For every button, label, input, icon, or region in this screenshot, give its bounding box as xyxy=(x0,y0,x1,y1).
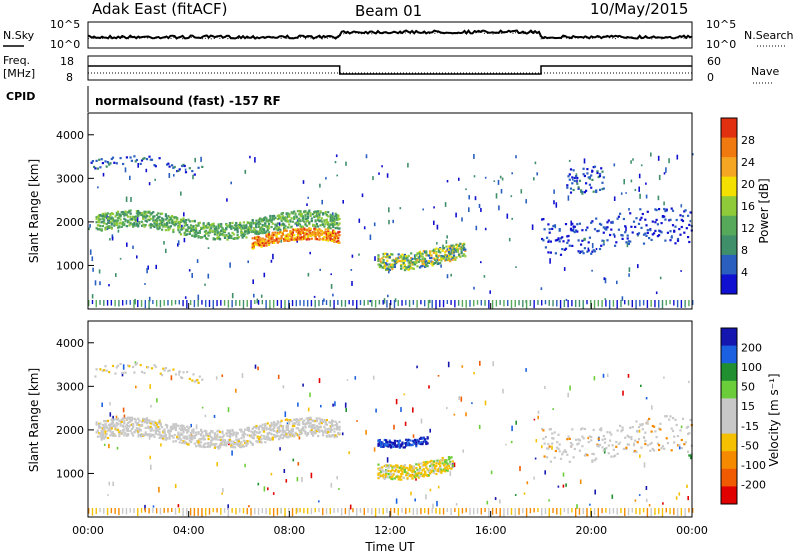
power-ylabel: Slant Range [km] xyxy=(27,159,41,263)
cpid-label: CPID xyxy=(6,90,35,103)
colorbar-swatch xyxy=(721,451,737,470)
colorbar-swatch xyxy=(721,118,737,139)
x-tick-label: 16:00 xyxy=(475,524,507,537)
x-axis-label: Time UT xyxy=(364,540,415,554)
freq-panel: Freq. [MHz] 18 8 60 0 Nave xyxy=(3,54,779,84)
velocity-data-layer xyxy=(88,360,694,517)
cpid-text: normalsound (fast) -157 RF xyxy=(95,94,281,108)
colorbar-tick: 100 xyxy=(741,361,762,374)
power-panel: 1000 2000 3000 4000 Slant Range [km] xyxy=(27,112,694,310)
time-x-axis: 00:00 04:00 08:00 12:00 16:00 20:00 00:00 xyxy=(72,303,708,537)
velocity-panel: 1000 2000 3000 4000 Slant Range [km] xyxy=(27,320,694,518)
velocity-colorbar-label: Velocity [m s⁻¹] xyxy=(767,373,781,466)
colorbar-swatch xyxy=(721,254,737,275)
power-data-layer xyxy=(88,152,694,309)
freq-tick-low: 8 xyxy=(66,71,73,84)
n-search-series xyxy=(87,31,693,40)
nave-tick-high: 60 xyxy=(707,55,721,68)
power-colorbar: 28 24 20 16 12 8 4 xyxy=(720,117,755,295)
x-tick-label: 00:00 xyxy=(72,524,104,537)
velocity-y-axis: 1000 2000 3000 4000 xyxy=(56,337,94,480)
y-tick-label: 3000 xyxy=(56,172,84,185)
y-tick-label: 2000 xyxy=(56,216,84,229)
colorbar-swatch xyxy=(721,486,737,505)
colorbar-tick: 50 xyxy=(741,381,755,394)
colorbar-swatch xyxy=(721,274,737,295)
noise-panel: N.Sky 10^5 10^0 N.Search 10^5 10^0 xyxy=(3,18,794,51)
colorbar-swatch xyxy=(721,176,737,197)
colorbar-tick: 200 xyxy=(741,342,762,355)
y-tick-label: 1000 xyxy=(56,259,84,272)
colorbar-tick: -15 xyxy=(741,420,759,433)
colorbar-swatch xyxy=(721,468,737,487)
colorbar-tick: 8 xyxy=(741,244,748,257)
velocity-ylabel: Slant Range [km] xyxy=(27,368,41,472)
beam-title: Beam 01 xyxy=(355,2,422,20)
colorbar-swatch xyxy=(721,398,737,417)
frequency-series xyxy=(88,65,692,75)
y-tick-label: 4000 xyxy=(56,129,84,142)
colorbar-swatch xyxy=(721,157,737,178)
colorbar-tick: -50 xyxy=(741,439,759,452)
y-tick-label: 1000 xyxy=(56,467,84,480)
x-tick-label: 12:00 xyxy=(374,524,406,537)
freq-tick-high: 18 xyxy=(60,55,74,68)
colorbar-tick: 15 xyxy=(741,400,755,413)
colorbar-tick: -100 xyxy=(741,459,766,472)
nave-tick-low: 0 xyxy=(707,71,714,84)
colorbar-swatch xyxy=(721,328,737,347)
colorbar-swatch xyxy=(721,433,737,452)
colorbar-tick: 20 xyxy=(741,178,755,191)
x-tick-label: 00:00 xyxy=(676,524,708,537)
power-colorbar-label: Power [dB] xyxy=(757,178,771,243)
power-y-axis: 1000 2000 3000 4000 xyxy=(56,129,94,272)
colorbar-tick: 4 xyxy=(741,266,748,279)
velocity-colorbar: 200 100 50 15 -15 -50 -100 -200 xyxy=(720,327,766,505)
n-search-tick-low: 10^0 xyxy=(706,38,736,51)
colorbar-tick: 12 xyxy=(741,222,755,235)
station-title: Adak East (fitACF) xyxy=(92,0,227,18)
n-search-label: N.Search xyxy=(744,29,794,42)
colorbar-swatch xyxy=(721,345,737,364)
n-sky-series xyxy=(87,29,693,40)
n-sky-label: N.Sky xyxy=(3,29,35,42)
colorbar-swatch xyxy=(721,196,737,217)
y-tick-label: 3000 xyxy=(56,380,84,393)
x-tick-label: 08:00 xyxy=(273,524,305,537)
date-title: 10/May/2015 xyxy=(590,0,688,18)
freq-unit: [MHz] xyxy=(3,67,35,80)
freq-label: Freq. xyxy=(3,54,30,67)
colorbar-tick: 16 xyxy=(741,200,755,213)
colorbar-swatch xyxy=(721,363,737,382)
n-sky-tick-low: 10^0 xyxy=(50,38,80,51)
n-search-tick-high: 10^5 xyxy=(706,18,736,31)
colorbar-swatch xyxy=(721,380,737,399)
colorbar-swatch xyxy=(721,235,737,256)
colorbar-swatch xyxy=(721,215,737,236)
colorbar-tick: 24 xyxy=(741,156,755,169)
y-tick-label: 4000 xyxy=(56,337,84,350)
x-tick-label: 04:00 xyxy=(173,524,205,537)
nave-label: Nave xyxy=(751,65,779,78)
colorbar-tick: 28 xyxy=(741,134,755,147)
x-tick-label: 20:00 xyxy=(575,524,607,537)
y-tick-label: 2000 xyxy=(56,424,84,437)
colorbar-swatch xyxy=(721,137,737,158)
colorbar-swatch xyxy=(721,416,737,435)
colorbar-tick: -200 xyxy=(741,478,766,491)
n-sky-tick-high: 10^5 xyxy=(50,18,80,31)
